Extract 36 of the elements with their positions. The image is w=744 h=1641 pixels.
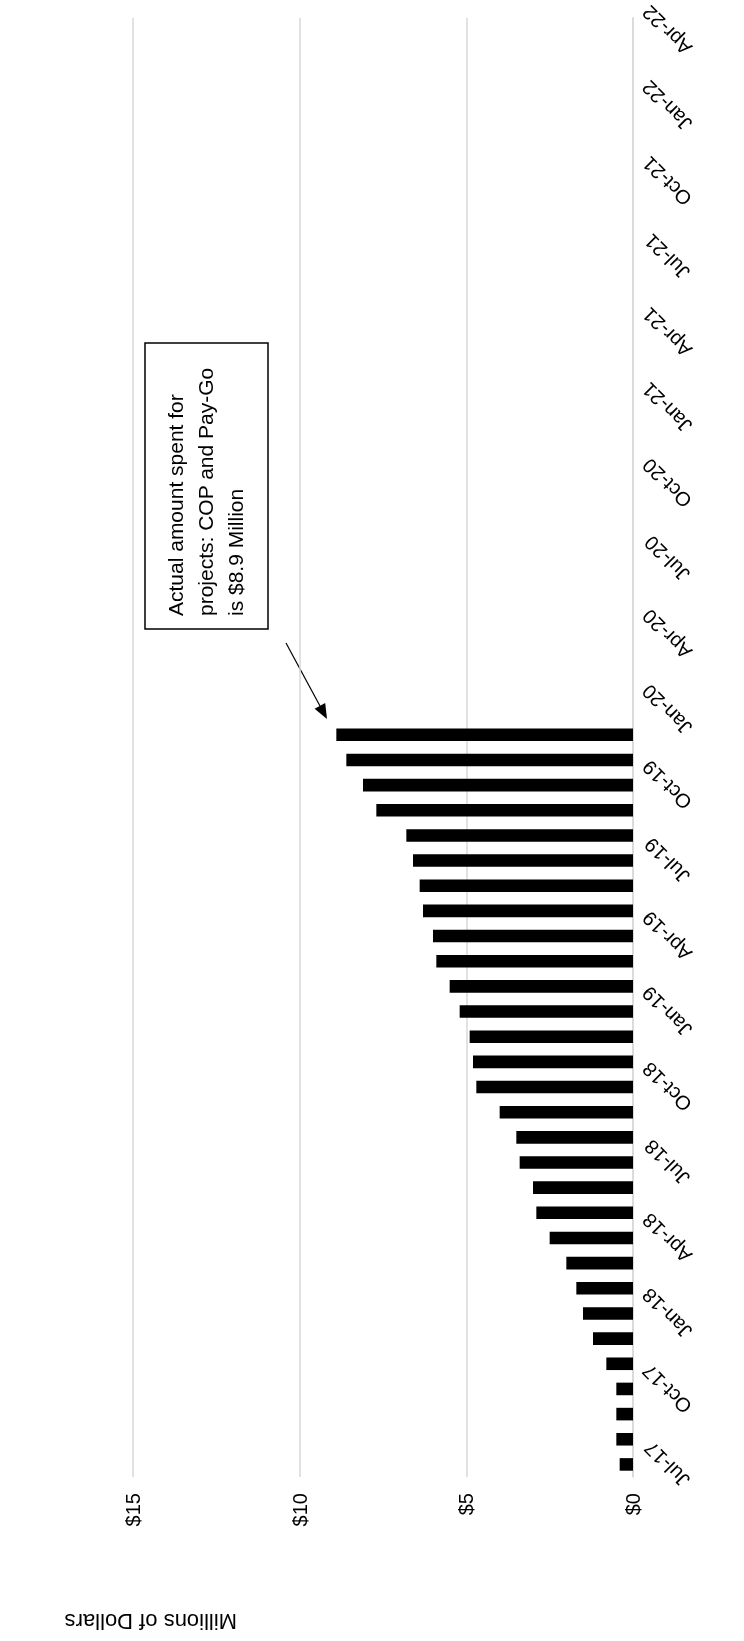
bar (583, 1307, 633, 1320)
bar (616, 1407, 633, 1421)
bar (436, 954, 633, 968)
bar (346, 753, 633, 767)
bar (406, 829, 633, 842)
annotation: Actual amount spent for projects: COP and Pay-Go is $8.9 Million (163, 361, 247, 616)
bar (536, 1206, 633, 1220)
bar (476, 1080, 633, 1094)
x-axis-title: Millions of Dollars (64, 1608, 237, 1634)
bar (363, 778, 633, 792)
bar (576, 1282, 633, 1295)
bar (519, 1156, 633, 1169)
bar (499, 1105, 633, 1119)
bar (423, 904, 633, 918)
bar (473, 1055, 633, 1069)
bar (376, 803, 633, 817)
x-tick-label: $5 (455, 1493, 478, 1516)
bar (336, 728, 633, 742)
x-tick-label: $10 (288, 1493, 311, 1527)
bar (549, 1231, 633, 1245)
bar (516, 1131, 633, 1144)
bar (459, 1005, 633, 1018)
x-tick-label: $0 (622, 1493, 644, 1516)
bar (606, 1357, 633, 1371)
bar (413, 854, 633, 867)
bar (469, 1030, 633, 1043)
bar (449, 980, 633, 993)
bar (533, 1181, 633, 1194)
bar (433, 929, 633, 943)
bar (419, 879, 633, 893)
x-tick-label: $15 (122, 1493, 144, 1527)
bar (593, 1332, 633, 1345)
bar (616, 1432, 633, 1446)
bar (566, 1256, 633, 1270)
bar (619, 1458, 633, 1471)
bar (616, 1382, 633, 1396)
